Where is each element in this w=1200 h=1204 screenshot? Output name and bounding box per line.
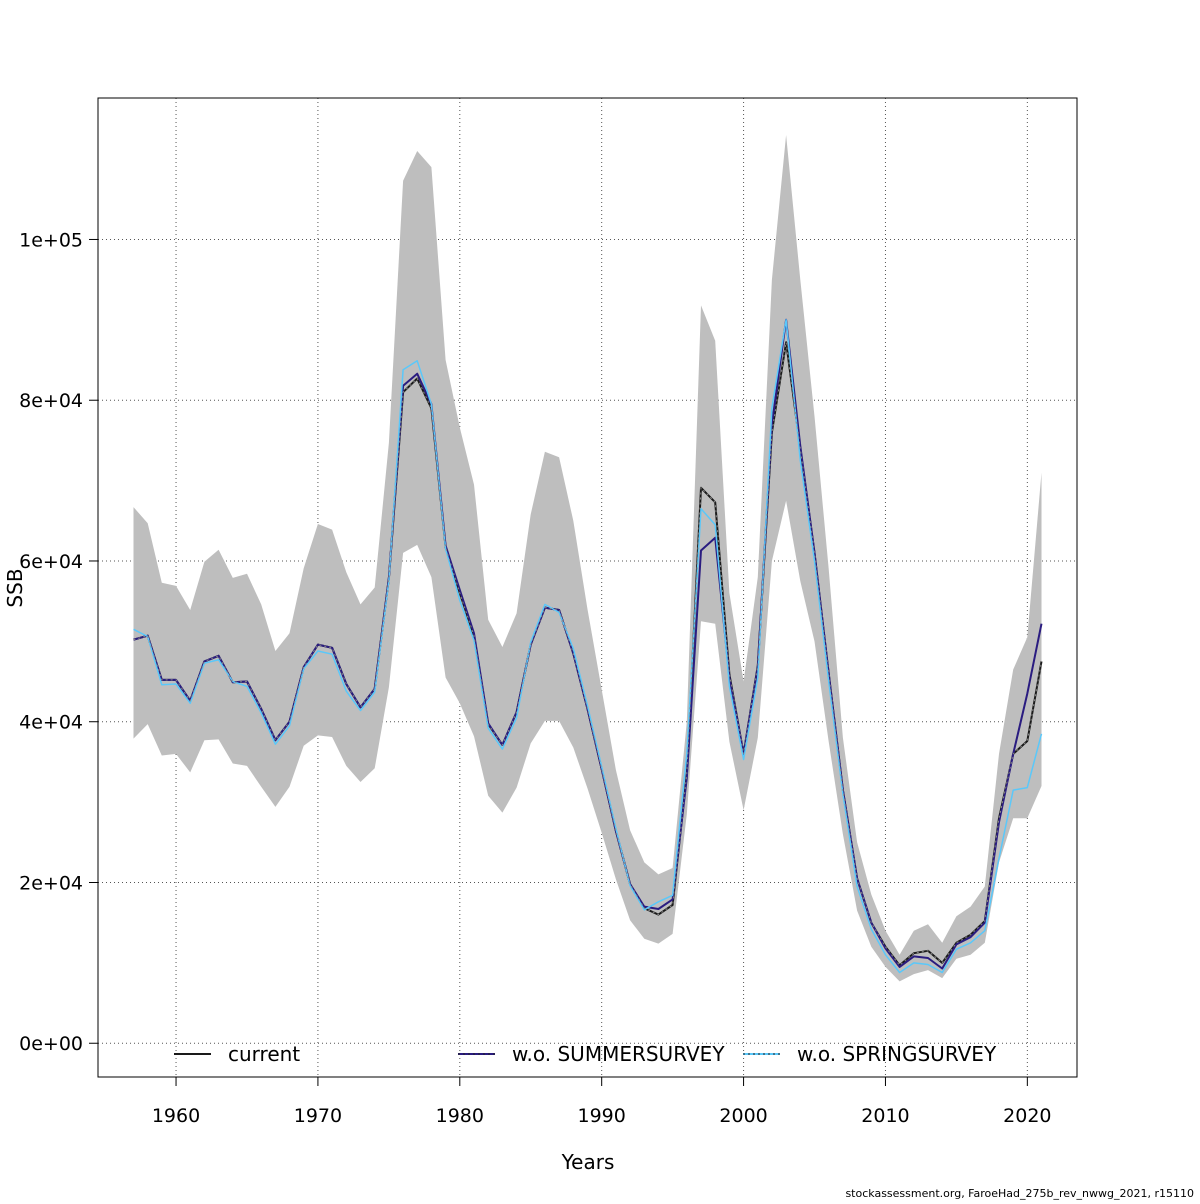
y-tick-label: 4e+04 [19, 712, 83, 734]
y-tick-label: 2e+04 [19, 872, 83, 894]
x-tick-label: 2010 [861, 1105, 909, 1127]
legend-label: current [228, 1042, 300, 1066]
confidence-band [133, 135, 1042, 982]
x-tick-label: 1960 [152, 1105, 200, 1127]
confidence-band-area [133, 135, 1042, 982]
plot-frame [97, 97, 1078, 1078]
y-tick-label: 6e+04 [19, 551, 83, 573]
y-tick-label: 8e+04 [19, 390, 83, 412]
series-line-wo-springsurvey [133, 319, 1043, 974]
series-lines [133, 318, 1043, 974]
footer-credit: stockassessment.org, FaroeHad_275b_rev_n… [845, 1187, 1194, 1200]
y-tick-label: 0e+00 [19, 1033, 83, 1055]
x-tick-label: 2020 [1003, 1105, 1051, 1127]
legend-label: w.o. SUMMERSURVEY [512, 1042, 725, 1066]
y-tick-label: 1e+05 [19, 229, 83, 251]
x-axis-title: Years [561, 1150, 615, 1174]
x-tick-label: 1990 [578, 1105, 626, 1127]
x-tick-label: 1980 [436, 1105, 484, 1127]
y-axis-title: SSB [3, 568, 27, 607]
legend-label: w.o. SPRINGSURVEY [797, 1042, 997, 1066]
x-axis: 1960 1970 1980 1990 2000 2010 2020 [152, 1077, 1052, 1127]
x-tick-label: 2000 [719, 1105, 767, 1127]
y-axis: 0e+00 2e+04 4e+04 6e+04 8e+04 1e+05 [19, 229, 98, 1055]
x-tick-label: 1970 [294, 1105, 342, 1127]
legend: current w.o. SUMMERSURVEY w.o. SPRINGSURVE… [174, 1042, 997, 1066]
